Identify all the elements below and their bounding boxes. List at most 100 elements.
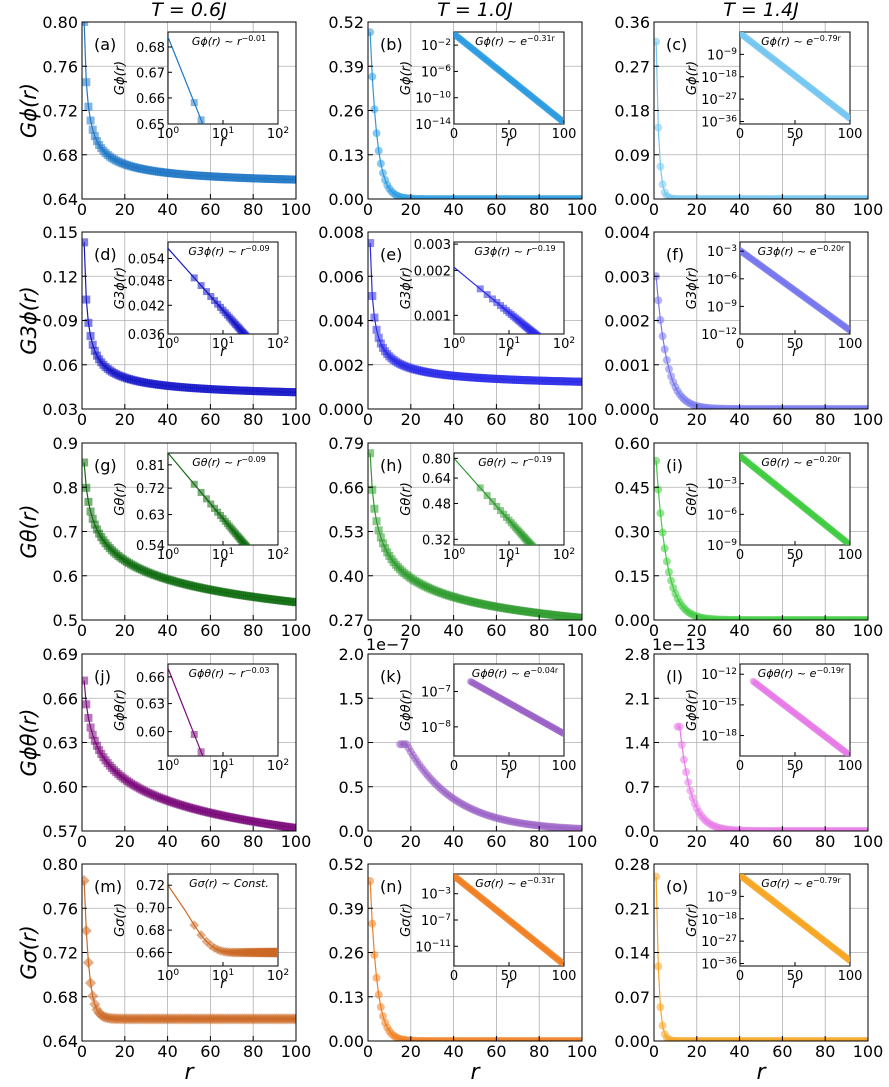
inset-k: Gϕθ(r) ~ e−0.04r 0 50 100 10−7 10−8 r Gϕθ(r) [399,663,576,782]
data-point [654,37,661,46]
inset-data-point [560,578,567,585]
data-point [374,333,383,342]
inset-y-label: Gθ(r) [685,482,700,516]
inset-data-point [531,545,538,552]
inset-data-point [558,575,565,582]
inset-data-point [549,566,556,573]
inset-y-tick-label: 10−27 [701,92,737,108]
inset-y-tick-label: 0.32 [422,533,451,548]
inset-data-point [260,564,267,571]
y-tick-label: 0.36 [614,13,650,32]
inset-data-point [556,573,563,580]
inset-x-label: r [792,344,799,360]
x-tick-label: 40 [157,1042,177,1061]
inset-data-point [190,480,198,488]
inset-x-label: r [220,976,227,992]
data-point [90,736,99,745]
y-tick-label: 0.7 [53,523,78,542]
inset-data-point [270,576,277,583]
inset-data-point [533,547,540,554]
inset-data [454,266,567,361]
inset-i: Gθ(r) ~ e−0.20r 0 50 100 10−3 10−6 10−9 r Gθ(r) [685,452,862,571]
inset-data-point [211,150,218,157]
data-point [654,872,661,881]
inset-data-point [217,797,224,804]
inset-data-point [273,366,280,373]
inset-data-point [256,559,263,566]
inset-data-point [558,576,565,583]
inset-x-label: r [506,976,513,992]
data-point [864,1037,868,1041]
data-point [660,544,669,553]
inset-data-point [270,575,277,582]
inset-y-tick-label: 0.70 [136,902,165,917]
x-tick-label: 40 [157,410,177,429]
data-point [370,313,379,322]
inset-data-point [554,571,561,578]
inset-y-tick-label: 0.036 [128,328,165,343]
inset-y-tick-label: 10−15 [701,698,737,714]
data-point [368,28,375,37]
inset-x-label: r [792,555,799,571]
x-tick-label: 60 [486,621,506,640]
inset-data-point [846,326,850,334]
inset-data-point [488,498,496,506]
inset-y-label: Gσ(r) [685,903,700,937]
x-tick-label: 60 [486,410,506,429]
x-tick-label: 100 [281,200,312,219]
inset-data-point [273,367,280,374]
inset-data-point [273,947,278,958]
inset-y-tick-label: 0.81 [136,459,165,474]
inset-data-point [271,576,278,583]
inset-data-point [260,563,267,570]
x-tick-label: 20 [401,1042,421,1061]
inset-frame [453,241,565,335]
inset-data-point [247,337,254,344]
inset-x-tick-label: 101 [212,547,234,563]
x-tick-label: 0 [363,621,373,640]
data-point [654,296,663,305]
inset-data-point [560,354,567,361]
inset-data-point [273,579,280,586]
data-point [864,827,868,831]
y-tick-label: 2.1 [625,689,650,708]
data-point [656,509,665,518]
data-point [578,377,582,386]
data-point [656,1003,665,1012]
x-tick-label: 100 [567,832,598,851]
inset-y-tick-label: 0.002 [414,264,451,279]
inset-data-point [261,564,268,571]
inset-data [168,884,278,958]
y-tick-label: 0.002 [604,312,650,331]
data-point [372,973,381,982]
inset-data-point [556,574,563,581]
inset-data-point [240,856,247,863]
inset-data-point [190,730,198,738]
inset-data-point [197,116,205,124]
inset-data-point [258,350,265,357]
data-point [864,405,868,409]
inset-data-point [196,930,207,940]
inset-annotation: Gϕ(r) ~ e−0.31r [475,34,555,48]
panel-m: 0 20 40 60 80 1000.640.680.720.760.80(m)Gσ(r)… [17,855,311,1085]
data-point [84,713,93,722]
inset-data-point [254,556,261,563]
inset-x-tick-label: 100 [552,969,577,984]
inset-data-point [560,354,567,361]
panel-e: 0 20 40 60 80 100 0.000 0.002 0.004 0.006 0.008 (e)… [318,223,597,429]
inset-data-point [263,567,270,574]
x-tick-label: 80 [243,621,263,640]
y-tick-label: 0.002 [318,356,364,375]
panel-n: 0 20 40 60 80 1000.000.130.260.390.52(n)rGσ(r… [328,855,597,1085]
inset-x-tick-label: 50 [501,759,518,774]
data-point [372,325,381,334]
inset-data-point [548,564,555,571]
inset-data [749,677,850,756]
inset-data-point [846,751,850,756]
data-point [82,957,95,969]
inset-data-point [253,344,260,351]
data-point [82,483,91,492]
inset-data-point [267,360,274,367]
inset-x-label: r [220,766,227,782]
